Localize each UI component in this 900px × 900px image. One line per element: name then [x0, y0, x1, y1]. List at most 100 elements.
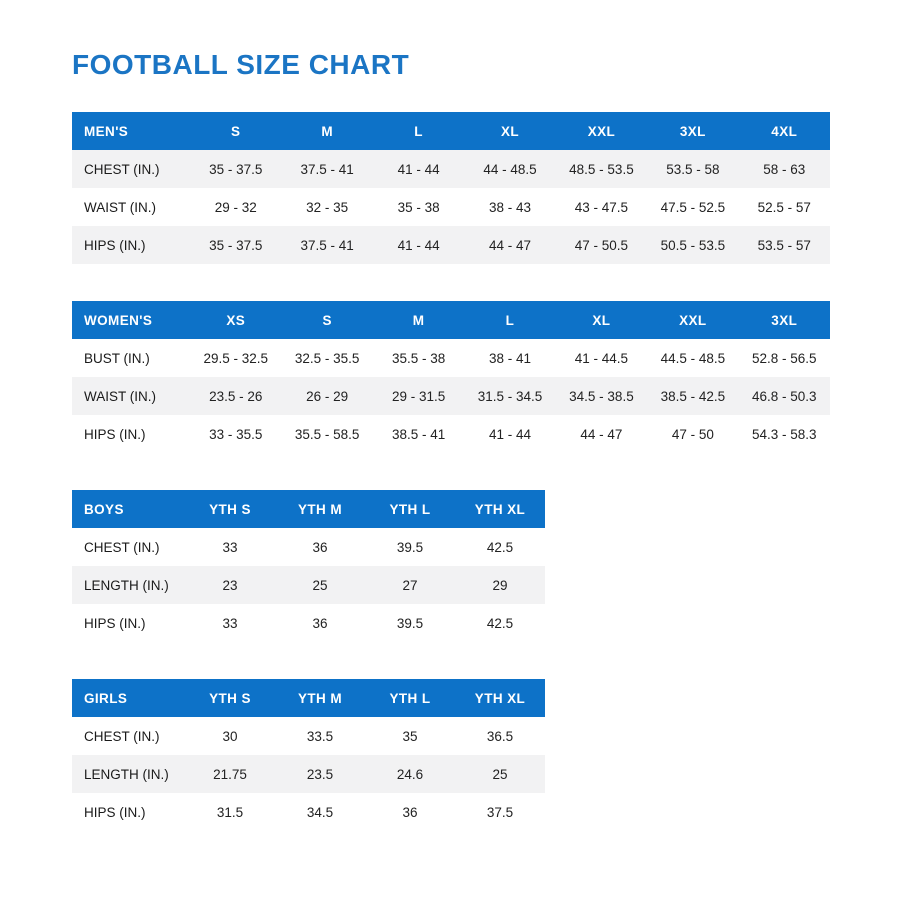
- cell: 33.5: [275, 717, 365, 755]
- cell: 41 - 44: [372, 150, 465, 188]
- girls-table-body: CHEST (IN.) 30 33.5 35 36.5 LENGTH (IN.)…: [72, 717, 545, 831]
- column-header-xxl: XXL: [555, 112, 648, 150]
- row-label: HIPS (IN.): [72, 793, 185, 831]
- cell: 41 - 44: [464, 415, 556, 453]
- header-row: WOMEN'S XS S M L XL XXL 3XL: [72, 301, 830, 339]
- cell: 58 - 63: [738, 150, 830, 188]
- girls-size-table: GIRLS YTH S YTH M YTH L YTH XL CHEST (IN…: [72, 679, 545, 831]
- cell: 35 - 37.5: [190, 150, 282, 188]
- row-label: CHEST (IN.): [72, 150, 191, 188]
- cell: 33: [185, 604, 275, 642]
- cell: 35 - 38: [372, 188, 465, 226]
- cell: 33: [185, 528, 275, 566]
- column-header-3xl: 3XL: [738, 301, 830, 339]
- column-header-yth-m: YTH M: [275, 490, 365, 528]
- mens-table-header: MEN'S S M L XL XXL 3XL 4XL: [72, 112, 830, 150]
- cell: 53.5 - 57: [738, 226, 830, 264]
- cell: 38.5 - 42.5: [647, 377, 739, 415]
- cell: 36: [275, 528, 365, 566]
- cell: 43 - 47.5: [555, 188, 648, 226]
- column-header-yth-s: YTH S: [185, 679, 275, 717]
- cell: 38.5 - 41: [372, 415, 465, 453]
- cell: 38 - 41: [464, 339, 556, 377]
- column-header-m: M: [372, 301, 465, 339]
- cell: 24.6: [365, 755, 455, 793]
- table-row: HIPS (IN.) 31.5 34.5 36 37.5: [72, 793, 545, 831]
- row-label: WAIST (IN.): [72, 188, 191, 226]
- cell: 23.5 - 26: [190, 377, 282, 415]
- cell: 37.5 - 41: [281, 226, 373, 264]
- cell: 31.5 - 34.5: [464, 377, 556, 415]
- cell: 29.5 - 32.5: [190, 339, 282, 377]
- table-row: HIPS (IN.) 33 - 35.5 35.5 - 58.5 38.5 - …: [72, 415, 830, 453]
- row-label: CHEST (IN.): [72, 528, 185, 566]
- row-label: BUST (IN.): [72, 339, 191, 377]
- cell: 21.75: [185, 755, 275, 793]
- header-row: GIRLS YTH S YTH M YTH L YTH XL: [72, 679, 545, 717]
- cell: 42.5: [455, 604, 545, 642]
- column-header-xl: XL: [464, 112, 556, 150]
- column-header-3xl: 3XL: [647, 112, 739, 150]
- column-header-4xl: 4XL: [738, 112, 830, 150]
- column-header-xxl: XXL: [647, 301, 739, 339]
- cell: 37.5 - 41: [281, 150, 373, 188]
- girls-table-header: GIRLS YTH S YTH M YTH L YTH XL: [72, 679, 545, 717]
- cell: 33 - 35.5: [190, 415, 282, 453]
- cell: 41 - 44: [372, 226, 465, 264]
- row-label: LENGTH (IN.): [72, 566, 185, 604]
- column-header-l: L: [464, 301, 556, 339]
- cell: 34.5 - 38.5: [555, 377, 648, 415]
- column-header-s: S: [190, 112, 282, 150]
- row-label: WAIST (IN.): [72, 377, 191, 415]
- cell: 54.3 - 58.3: [738, 415, 830, 453]
- table-row: CHEST (IN.) 33 36 39.5 42.5: [72, 528, 545, 566]
- row-label: HIPS (IN.): [72, 604, 185, 642]
- cell: 44 - 47: [464, 226, 556, 264]
- table-row: WAIST (IN.) 29 - 32 32 - 35 35 - 38 38 -…: [72, 188, 830, 226]
- cell: 44 - 48.5: [464, 150, 556, 188]
- boys-size-table: BOYS YTH S YTH M YTH L YTH XL CHEST (IN.…: [72, 490, 545, 642]
- cell: 35: [365, 717, 455, 755]
- cell: 35.5 - 38: [372, 339, 465, 377]
- row-label: LENGTH (IN.): [72, 755, 185, 793]
- column-header-yth-xl: YTH XL: [455, 490, 545, 528]
- column-header-yth-l: YTH L: [365, 679, 455, 717]
- boys-table-body: CHEST (IN.) 33 36 39.5 42.5 LENGTH (IN.)…: [72, 528, 545, 642]
- table-row: WAIST (IN.) 23.5 - 26 26 - 29 29 - 31.5 …: [72, 377, 830, 415]
- cell: 53.5 - 58: [647, 150, 739, 188]
- cell: 30: [185, 717, 275, 755]
- cell: 32 - 35: [281, 188, 373, 226]
- cell: 52.8 - 56.5: [738, 339, 830, 377]
- cell: 25: [455, 755, 545, 793]
- column-header-yth-l: YTH L: [365, 490, 455, 528]
- boys-table-header: BOYS YTH S YTH M YTH L YTH XL: [72, 490, 545, 528]
- cell: 36.5: [455, 717, 545, 755]
- row-label: CHEST (IN.): [72, 717, 185, 755]
- cell: 27: [365, 566, 455, 604]
- cell: 32.5 - 35.5: [281, 339, 373, 377]
- cell: 35.5 - 58.5: [281, 415, 373, 453]
- column-header-group: GIRLS: [72, 679, 185, 717]
- table-row: HIPS (IN.) 33 36 39.5 42.5: [72, 604, 545, 642]
- cell: 39.5: [365, 604, 455, 642]
- column-header-xl: XL: [555, 301, 648, 339]
- cell: 47.5 - 52.5: [647, 188, 739, 226]
- cell: 36: [365, 793, 455, 831]
- cell: 31.5: [185, 793, 275, 831]
- header-row: BOYS YTH S YTH M YTH L YTH XL: [72, 490, 545, 528]
- cell: 35 - 37.5: [190, 226, 282, 264]
- cell: 52.5 - 57: [738, 188, 830, 226]
- cell: 42.5: [455, 528, 545, 566]
- cell: 34.5: [275, 793, 365, 831]
- header-row: MEN'S S M L XL XXL 3XL 4XL: [72, 112, 830, 150]
- column-header-yth-m: YTH M: [275, 679, 365, 717]
- column-header-xs: XS: [190, 301, 282, 339]
- womens-size-table: WOMEN'S XS S M L XL XXL 3XL BUST (IN.) 2…: [72, 301, 830, 453]
- table-row: LENGTH (IN.) 23 25 27 29: [72, 566, 545, 604]
- column-header-yth-xl: YTH XL: [455, 679, 545, 717]
- womens-table-body: BUST (IN.) 29.5 - 32.5 32.5 - 35.5 35.5 …: [72, 339, 830, 453]
- table-row: CHEST (IN.) 30 33.5 35 36.5: [72, 717, 545, 755]
- table-row: CHEST (IN.) 35 - 37.5 37.5 - 41 41 - 44 …: [72, 150, 830, 188]
- column-header-group: WOMEN'S: [72, 301, 191, 339]
